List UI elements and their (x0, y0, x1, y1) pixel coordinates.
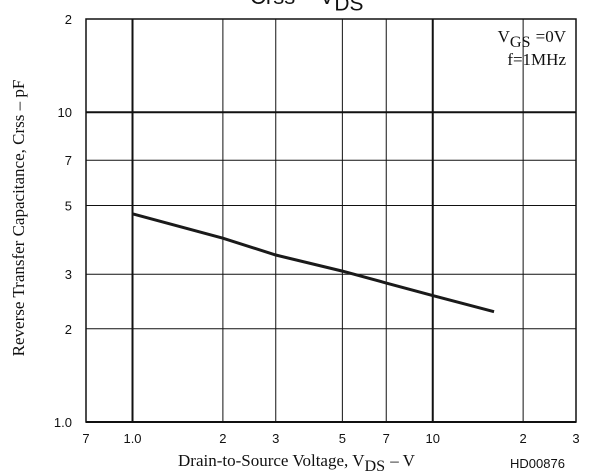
y-axis-label: Reverse Transfer Capacitance, Crss – pF (9, 80, 28, 357)
x-axis-label: Drain-to-Source Voltage, VDS – V (178, 451, 416, 475)
y-tick-label: 3 (65, 267, 72, 282)
figure-code: HD00876 (510, 456, 565, 471)
data-line (132, 212, 495, 314)
x-tick-label: 2 (219, 431, 226, 446)
annotation-part: =0V (536, 27, 567, 46)
x-tick-label: 3 (272, 431, 279, 446)
x-tick-label: 7 (82, 431, 89, 446)
annotation: VGS =0V (498, 27, 567, 51)
x-axis-label-part: Drain-to-Source Voltage, V (178, 451, 365, 470)
chart-title-part: Crss – V (250, 0, 335, 9)
y-tick-label: 1.0 (54, 415, 72, 430)
x-tick-label: 7 (383, 431, 390, 446)
chart-title: Crss – VDS (250, 0, 363, 16)
annotation-part: V (498, 27, 511, 46)
x-tick-label: 10 (426, 431, 440, 446)
x-tick-label: 1.0 (123, 431, 141, 446)
y-tick-label: 10 (58, 105, 72, 120)
y-tick-label: 2 (65, 322, 72, 337)
x-axis-label-part: DS (365, 458, 386, 475)
plot-frame (85, 18, 577, 423)
chart-title-part: DS (334, 0, 363, 16)
x-axis-label-part: – V (389, 451, 415, 470)
y-tick-label: 5 (65, 198, 72, 213)
x-tick-label: 5 (339, 431, 346, 446)
y-tick-label: 2 (65, 12, 72, 27)
annotation-part: GS (510, 34, 531, 51)
y-tick-label: 7 (65, 153, 72, 168)
annotation: f=1MHz (507, 50, 566, 69)
x-tick-label: 3 (572, 431, 579, 446)
x-tick-label: 2 (520, 431, 527, 446)
annotation-part: f=1MHz (507, 50, 566, 69)
